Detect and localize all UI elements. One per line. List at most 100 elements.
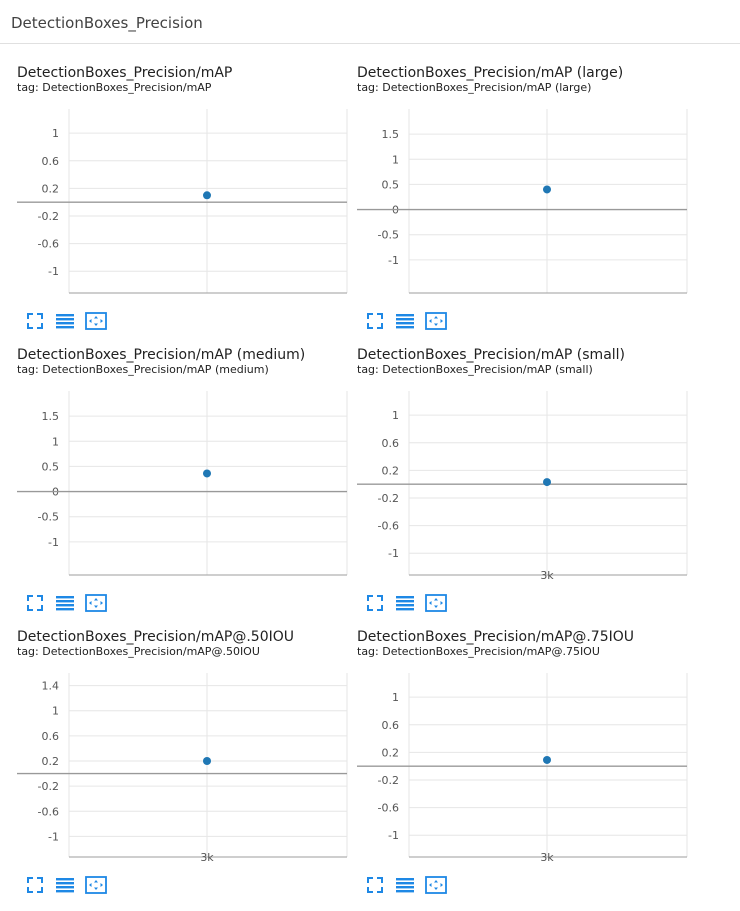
- expand-icon: [367, 877, 383, 893]
- expand-chart-button[interactable]: [365, 311, 389, 331]
- chart-toolbar: [365, 311, 475, 331]
- y-tick-label: -1: [388, 829, 399, 842]
- y-tick-label: 1.4: [42, 680, 60, 693]
- y-tick-label: -0.5: [38, 511, 59, 524]
- chart-title: DetectionBoxes_Precision/mAP: [17, 65, 233, 81]
- chart-tag: tag: DetectionBoxes_Precision/mAP (mediu…: [17, 363, 269, 376]
- y-tick-label: -1: [48, 265, 59, 278]
- data-point[interactable]: [543, 478, 551, 487]
- list-lines-icon: [396, 596, 414, 611]
- y-tick-label: -0.2: [38, 780, 59, 793]
- toggle-data-button[interactable]: [55, 311, 79, 331]
- fit-domain-button[interactable]: [425, 593, 449, 613]
- list-lines-icon: [396, 878, 414, 893]
- chart-toolbar: [25, 593, 135, 613]
- data-point[interactable]: [203, 191, 211, 200]
- chart-card: 1.510.50-0.5-1 DetectionBoxes_Precision/…: [17, 347, 357, 629]
- data-point[interactable]: [203, 469, 211, 478]
- y-tick-label: 0.2: [42, 755, 60, 768]
- y-tick-label: -0.2: [378, 492, 399, 505]
- chart-svg[interactable]: 1.4 1 0.6 0.2 -0.2 -0.6 -1 3k: [17, 629, 357, 911]
- section-title: DetectionBoxes_Precision: [11, 14, 203, 32]
- fit-domain-button[interactable]: [85, 311, 109, 331]
- data-point[interactable]: [543, 185, 551, 194]
- fit-domain-icon: [425, 312, 447, 330]
- chart-toolbar: [25, 875, 135, 895]
- y-tick-label: 0.6: [42, 730, 60, 743]
- chart-card: 1.4 1 0.6 0.2 -0.2 -0.6 -1 3k DetectionBoxes_Pr…: [17, 629, 357, 911]
- x-tick-label: 3k: [540, 569, 554, 582]
- y-tick-label: 0.2: [382, 464, 400, 477]
- y-tick-label: -0.6: [38, 238, 59, 251]
- y-tick-label: 0.5: [42, 460, 60, 473]
- fit-domain-icon: [425, 876, 447, 894]
- chart-tag: tag: DetectionBoxes_Precision/mAP@.75IOU: [357, 645, 600, 658]
- chart-svg[interactable]: 1 0.6 0.2 -0.2 -0.6 -1 3k: [357, 347, 697, 629]
- fit-domain-button[interactable]: [85, 593, 109, 613]
- fit-domain-icon: [425, 594, 447, 612]
- chart-tag: tag: DetectionBoxes_Precision/mAP: [17, 81, 212, 94]
- chart-toolbar: [365, 593, 475, 613]
- y-tick-label: 1.5: [42, 410, 60, 423]
- y-tick-label: 0.6: [382, 719, 400, 732]
- fit-domain-icon: [85, 312, 107, 330]
- y-tick-label: 0.2: [42, 182, 60, 195]
- y-tick-label: 1: [52, 435, 59, 448]
- y-tick-label: 1: [52, 705, 59, 718]
- expand-chart-button[interactable]: [25, 875, 49, 895]
- expand-icon: [27, 595, 43, 611]
- y-tick-label: -1: [48, 536, 59, 549]
- expand-icon: [367, 595, 383, 611]
- toggle-data-button[interactable]: [55, 593, 79, 613]
- fit-domain-icon: [85, 594, 107, 612]
- expand-chart-button[interactable]: [365, 875, 389, 895]
- y-tick-label: -0.6: [38, 805, 59, 818]
- toggle-data-button[interactable]: [395, 593, 419, 613]
- chart-title: DetectionBoxes_Precision/mAP (small): [357, 347, 626, 363]
- toggle-data-button[interactable]: [55, 875, 79, 895]
- fit-domain-button[interactable]: [425, 311, 449, 331]
- chart-tag: tag: DetectionBoxes_Precision/mAP (large…: [357, 81, 592, 94]
- y-tick-label: -0.6: [378, 802, 399, 815]
- chart-card: 1 0.6 0.2 -0.2 -0.6 -1 DetectionBoxes_Precisi…: [17, 65, 357, 347]
- y-tick-label: 0.6: [382, 437, 400, 450]
- chart-title: DetectionBoxes_Precision/mAP (large): [357, 65, 624, 81]
- y-tick-label: 1: [392, 691, 399, 704]
- chart-svg[interactable]: 1.510.50-0.5-1: [17, 347, 357, 629]
- fit-domain-button[interactable]: [425, 875, 449, 895]
- y-tick-label: -0.2: [38, 210, 59, 223]
- chart-svg[interactable]: 1 0.6 0.2 -0.2 -0.6 -1 3k: [357, 629, 697, 911]
- toggle-data-button[interactable]: [395, 875, 419, 895]
- y-tick-label: -0.2: [378, 774, 399, 787]
- chart-toolbar: [25, 311, 135, 331]
- y-tick-label: 1: [392, 153, 399, 166]
- list-lines-icon: [56, 314, 74, 329]
- y-tick-label: 1: [52, 127, 59, 140]
- y-tick-label: -1: [388, 547, 399, 560]
- data-point[interactable]: [543, 755, 551, 764]
- expand-icon: [27, 313, 43, 329]
- y-tick-label: 0.6: [42, 155, 60, 168]
- chart-svg[interactable]: 1 0.6 0.2 -0.2 -0.6 -1: [17, 65, 357, 347]
- expand-icon: [367, 313, 383, 329]
- expand-chart-button[interactable]: [25, 311, 49, 331]
- chart-card: 1 0.6 0.2 -0.2 -0.6 -1 3k DetectionBoxes_Preci…: [357, 629, 697, 911]
- expand-icon: [27, 877, 43, 893]
- y-tick-label: 0.5: [382, 178, 400, 191]
- y-tick-label: -0.5: [378, 229, 399, 242]
- x-tick-label: 3k: [540, 851, 554, 864]
- y-tick-label: 0.2: [382, 746, 400, 759]
- section-header[interactable]: DetectionBoxes_Precision: [0, 0, 740, 44]
- y-tick-label: 1: [392, 409, 399, 422]
- toggle-data-button[interactable]: [395, 311, 419, 331]
- expand-chart-button[interactable]: [365, 593, 389, 613]
- chart-card: 1.510.50-0.5-1 DetectionBoxes_Precision/…: [357, 65, 697, 347]
- data-point[interactable]: [203, 757, 211, 765]
- chart-tag: tag: DetectionBoxes_Precision/mAP (small…: [357, 363, 593, 376]
- fit-domain-button[interactable]: [85, 875, 109, 895]
- chart-title: DetectionBoxes_Precision/mAP (medium): [17, 347, 306, 363]
- list-lines-icon: [396, 314, 414, 329]
- chart-svg[interactable]: 1.510.50-0.5-1: [357, 65, 697, 347]
- chart-toolbar: [365, 875, 475, 895]
- expand-chart-button[interactable]: [25, 593, 49, 613]
